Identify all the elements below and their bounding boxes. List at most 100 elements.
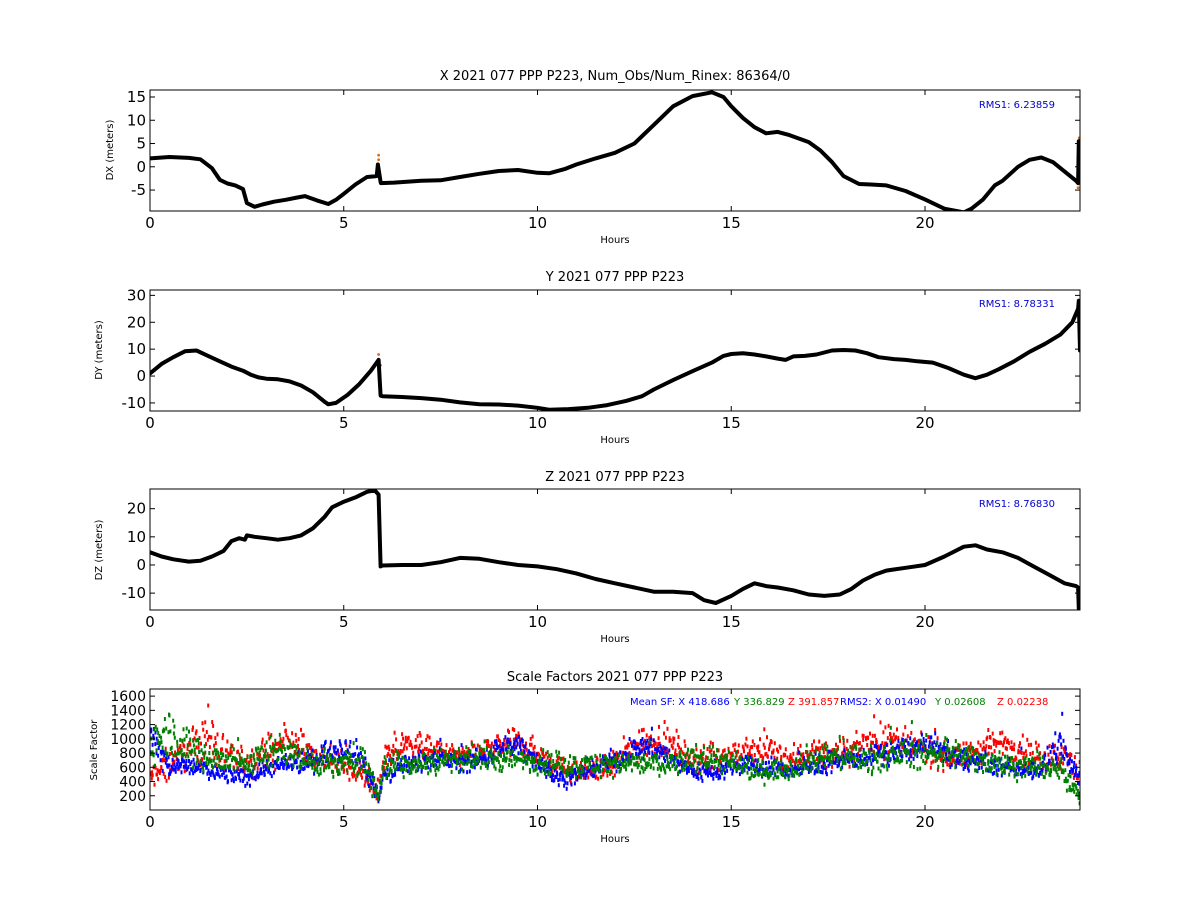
point-y (972, 746, 975, 751)
point-y (172, 731, 175, 736)
point-x (770, 755, 773, 760)
point-y (538, 756, 541, 761)
point-x (585, 756, 588, 761)
point-z (615, 750, 618, 755)
point-y (761, 773, 764, 778)
point-x (724, 770, 726, 775)
point-z (622, 735, 625, 740)
point-y (1064, 768, 1067, 773)
point-x (702, 765, 705, 770)
point-z (251, 748, 254, 753)
point-y (582, 769, 585, 774)
point-y (224, 754, 227, 759)
point-x (647, 747, 650, 751)
point-y (581, 758, 583, 763)
point-x (630, 754, 632, 759)
point-x (770, 765, 772, 770)
point-y (729, 763, 732, 768)
point-x (377, 799, 380, 804)
point-z (306, 760, 309, 764)
point-y (392, 752, 395, 757)
point-x (221, 772, 224, 777)
point-z (872, 740, 874, 745)
point-y (478, 751, 481, 756)
point-x (297, 750, 300, 755)
panel-y-rms-annotation: RMS1: 8.78331 (979, 299, 1055, 310)
point-z (392, 743, 395, 748)
point-y (316, 765, 319, 770)
point-x (227, 779, 229, 784)
point-x (846, 759, 849, 764)
point-z (848, 764, 851, 769)
point-y (949, 758, 952, 763)
point-x (222, 770, 225, 775)
point-x (743, 761, 746, 766)
point-y (478, 744, 481, 749)
point-x (752, 763, 755, 768)
point-x (904, 745, 907, 749)
point-y (669, 753, 671, 758)
point-y (650, 763, 653, 768)
point-x (867, 756, 870, 760)
point-z (503, 738, 506, 742)
point-z (319, 752, 322, 757)
point-x (648, 744, 651, 749)
point-y (316, 769, 319, 774)
point-z (744, 742, 747, 747)
point-y (872, 749, 875, 754)
point-x (842, 753, 845, 758)
point-z (400, 742, 403, 747)
point-x (720, 763, 723, 768)
point-y (334, 758, 337, 763)
point-y (207, 758, 210, 763)
point-z (463, 754, 466, 759)
point-z (753, 742, 756, 747)
point-y (685, 763, 688, 768)
point-z (465, 750, 468, 755)
point-x (545, 774, 548, 779)
point-y (361, 747, 364, 752)
point-y (812, 758, 815, 763)
point-y (432, 758, 435, 763)
point-y (671, 764, 674, 769)
point-y (801, 769, 804, 774)
point-y (937, 764, 940, 769)
point-x (645, 746, 648, 750)
point-y (640, 756, 643, 761)
point-y (817, 755, 820, 760)
point-x (173, 762, 176, 767)
point-x (487, 757, 490, 762)
point-x (908, 757, 911, 762)
point-y (488, 753, 491, 758)
point-z (353, 767, 355, 772)
point-y (278, 732, 281, 737)
point-y (501, 765, 504, 770)
point-y (254, 761, 257, 766)
point-z (797, 747, 800, 751)
point-z (658, 741, 661, 746)
point-y (821, 755, 824, 760)
point-z (368, 765, 370, 769)
point-y (433, 747, 436, 752)
point-z (666, 726, 669, 731)
point-x (270, 774, 273, 779)
point-y (446, 752, 449, 757)
point-x (827, 763, 830, 768)
point-x (315, 757, 318, 762)
point-z (852, 746, 855, 751)
y-tick-label: 20 (127, 313, 146, 331)
point-z (905, 738, 908, 743)
point-z (476, 743, 479, 748)
point-y (957, 746, 960, 751)
point-z (373, 790, 375, 795)
point-z (1005, 746, 1008, 751)
point-y (470, 742, 473, 747)
point-x (767, 760, 770, 765)
point-z (207, 734, 210, 739)
point-y (708, 761, 711, 766)
point-z (887, 750, 890, 755)
point-z (857, 741, 860, 746)
point-z (417, 746, 420, 751)
point-x (543, 767, 545, 772)
point-y (1004, 762, 1007, 767)
